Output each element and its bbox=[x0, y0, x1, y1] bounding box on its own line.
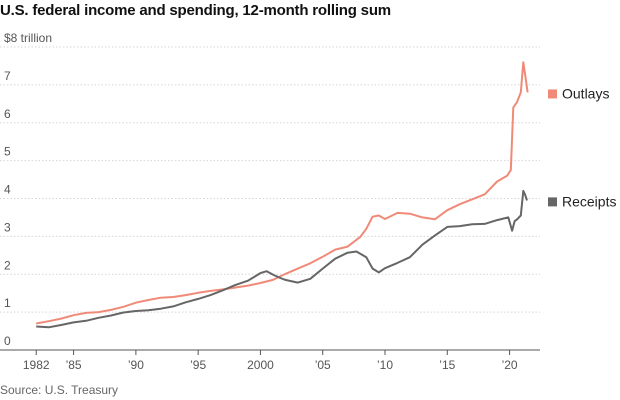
y-tick-label: 2 bbox=[4, 258, 11, 272]
source-note: Source: U.S. Treasury bbox=[0, 383, 119, 397]
y-tick-label: 4 bbox=[4, 183, 11, 197]
legend-label-outlays: Outlays bbox=[562, 85, 609, 101]
x-tick-label: ’10 bbox=[377, 358, 393, 372]
x-tick-label: ’90 bbox=[128, 358, 144, 372]
x-tick-label: ’05 bbox=[315, 358, 331, 372]
series-line-receipts bbox=[36, 189, 528, 329]
legend-label-receipts: Receipts bbox=[562, 193, 616, 209]
x-tick-label: ’15 bbox=[439, 358, 455, 372]
series-line-outlays bbox=[36, 61, 529, 325]
legend-swatch-receipts bbox=[548, 197, 557, 207]
grid-lines bbox=[0, 46, 540, 351]
x-tick-label: ’95 bbox=[190, 358, 206, 372]
y-tick-label: 5 bbox=[4, 145, 11, 159]
y-tick-label: 7 bbox=[4, 69, 11, 83]
y-tick-label: 1 bbox=[4, 296, 11, 310]
x-tick-label: 1982 bbox=[23, 358, 50, 372]
x-tick-label: ’85 bbox=[66, 358, 82, 372]
x-tick-label: ’20 bbox=[502, 358, 518, 372]
x-axis-ticks: 1982 ’85 ’90 ’95 2000 ’05 ’10 ’15 ’20 bbox=[23, 350, 518, 372]
y-axis-ticks: $8 trillion 7 6 5 4 3 2 1 0 bbox=[4, 31, 52, 348]
x-tick-label: 2000 bbox=[247, 358, 274, 372]
legend-swatch-outlays bbox=[548, 89, 557, 99]
legend: Outlays Receipts bbox=[548, 85, 616, 209]
y-tick-label: 0 bbox=[4, 334, 11, 348]
chart-title: U.S. federal income and spending, 12-mon… bbox=[0, 2, 391, 19]
series-lines bbox=[36, 61, 529, 329]
y-tick-label: 6 bbox=[4, 107, 11, 121]
y-tick-label: $8 trillion bbox=[4, 31, 52, 45]
y-tick-label: 3 bbox=[4, 220, 11, 234]
